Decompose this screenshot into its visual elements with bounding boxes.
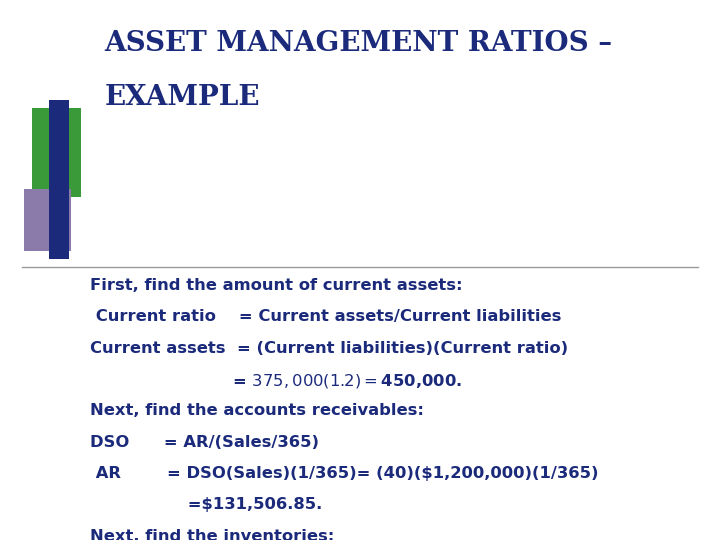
Text: Next, find the inventories:: Next, find the inventories: — [90, 529, 334, 540]
Bar — [32, 108, 81, 197]
Text: = $375,000(1.2) = $450,000.: = $375,000(1.2) = $450,000. — [90, 372, 462, 390]
Text: First, find the amount of current assets:: First, find the amount of current assets… — [90, 278, 463, 293]
Text: Current assets  = (Current liabilities)(Current ratio): Current assets = (Current liabilities)(C… — [90, 341, 568, 356]
Text: EXAMPLE: EXAMPLE — [104, 84, 260, 111]
Text: AR        = DSO(Sales)(1/365)= (40)($1,200,000)(1/365): AR = DSO(Sales)(1/365)= (40)($1,200,000)… — [90, 466, 598, 481]
Text: Current ratio    = Current assets/Current liabilities: Current ratio = Current assets/Current l… — [90, 309, 562, 325]
Text: Next, find the accounts receivables:: Next, find the accounts receivables: — [90, 403, 424, 418]
Bar — [49, 100, 69, 259]
Text: ASSET MANAGEMENT RATIOS –: ASSET MANAGEMENT RATIOS – — [104, 30, 613, 57]
Text: =$131,506.85.: =$131,506.85. — [90, 497, 323, 512]
Text: DSO      = AR/(Sales/365): DSO = AR/(Sales/365) — [90, 435, 319, 450]
Bar — [24, 189, 71, 251]
